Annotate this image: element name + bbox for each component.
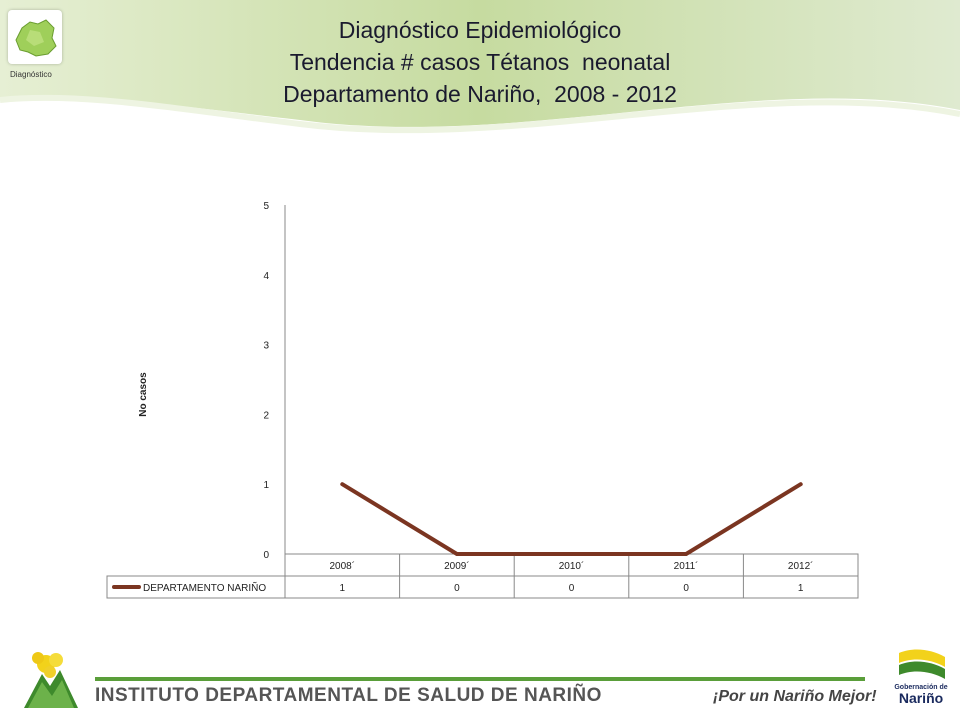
institute-flower-logo <box>24 652 78 708</box>
y-tick-label: 1 <box>263 480 269 491</box>
x-category-label: 2011´ <box>674 560 699 572</box>
institute-name: INSTITUTO DEPARTAMENTAL DE SALUD DE NARI… <box>95 685 602 706</box>
legend-series-name: DEPARTAMENTO NARIÑO <box>143 581 266 594</box>
gob-big-text: Nariño <box>898 690 944 706</box>
slogan: ¡Por un Nariño Mejor! <box>713 688 877 705</box>
table-value-cell: 0 <box>454 583 460 594</box>
y-tick-label: 3 <box>263 341 269 352</box>
series-row-box <box>106 575 859 599</box>
y-tick-label: 2 <box>263 410 269 421</box>
gobernacion-wordmark: Gobernación de Nariño <box>889 684 953 705</box>
gob-small-text: Gobernación de <box>894 684 948 691</box>
data-point <box>799 482 803 486</box>
y-tick-label: 0 <box>263 550 269 561</box>
x-category-label: 2009´ <box>444 560 470 572</box>
logo-caption: Diagnóstico <box>10 70 52 79</box>
nariño-map-logo <box>8 10 62 64</box>
title-line-1: Diagnóstico Epidemiológico <box>338 17 622 43</box>
data-point <box>684 552 688 556</box>
footer-divider <box>95 677 865 681</box>
table-value-cell: 0 <box>569 583 575 594</box>
series-line <box>340 482 803 556</box>
data-point <box>570 552 573 556</box>
title-line-2: Tendencia # casos Tétanos neonatal <box>289 49 671 75</box>
y-axis-title: No casos <box>138 372 149 417</box>
x-category-label: 2010´ <box>559 560 585 572</box>
header-background-wave <box>0 0 960 134</box>
table-value-cell: 0 <box>683 583 689 594</box>
x-category-label: 2012´ <box>788 560 814 572</box>
title-line-3: Departamento de Nariño, 2008 - 2012 <box>283 81 677 107</box>
x-category-label: 2008´ <box>330 560 356 572</box>
table-value-cell: 1 <box>798 583 804 594</box>
y-tick-label: 4 <box>263 271 269 282</box>
data-point <box>340 482 344 486</box>
y-tick-label: 5 <box>263 201 269 212</box>
map-icon <box>15 19 57 57</box>
table-value-cell: 1 <box>340 583 346 594</box>
gobernacion-logo <box>899 649 945 679</box>
page-title: Diagnóstico Epidemiológico Tendencia # c… <box>220 14 740 110</box>
data-point <box>455 552 459 556</box>
